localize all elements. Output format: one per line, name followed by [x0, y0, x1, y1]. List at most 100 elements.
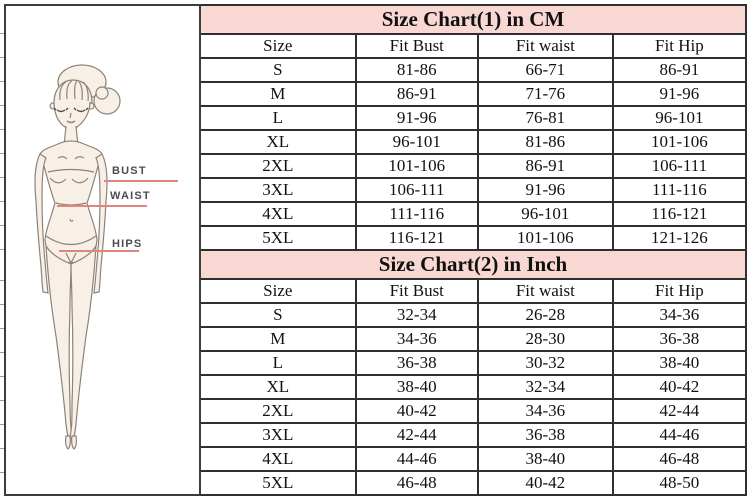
row-line-tick [0, 304, 4, 305]
column-header: Fit waist [476, 278, 614, 304]
measurement-cell: 101-106 [476, 225, 614, 251]
size-cell: XL [199, 129, 357, 155]
measurement-cell: 46-48 [611, 446, 748, 472]
row-line-tick [0, 328, 4, 329]
measurement-cell: 38-40 [611, 350, 748, 376]
size-row: S 81-86 66-71 86-91 [199, 57, 748, 83]
measurement-cell: 40-42 [476, 470, 614, 496]
size-cell: M [199, 326, 357, 352]
size-cell: XL [199, 374, 357, 400]
column-header: Fit Bust [354, 33, 479, 59]
size-row: 2XL 40-42 34-36 42-44 [199, 398, 748, 424]
column-header: Fit Hip [611, 33, 748, 59]
measurement-cell: 32-34 [476, 374, 614, 400]
measurement-cell: 76-81 [476, 105, 614, 131]
size-row: 2XL 101-106 86-91 106-111 [199, 153, 748, 179]
measurement-cell: 36-38 [476, 422, 614, 448]
measurement-cell: 40-42 [611, 374, 748, 400]
measurement-cell: 36-38 [354, 350, 479, 376]
measurement-cell: 96-101 [354, 129, 479, 155]
size-row: 5XL 46-48 40-42 48-50 [199, 470, 748, 496]
row-line-tick [0, 81, 4, 82]
measurement-cell: 44-46 [354, 446, 479, 472]
row-line-tick [0, 105, 4, 106]
size-cell: 4XL [199, 201, 357, 227]
measurement-cell: 116-121 [611, 201, 748, 227]
size-cell: 5XL [199, 470, 357, 496]
size-cell: 5XL [199, 225, 357, 251]
measurement-cell: 111-116 [354, 201, 479, 227]
row-line-tick [0, 352, 4, 353]
size-cell: S [199, 57, 357, 83]
measurement-cell: 91-96 [476, 177, 614, 203]
measurement-cell: 91-96 [611, 81, 748, 107]
measurement-cell: 38-40 [354, 374, 479, 400]
header-row: Size Fit Bust Fit waist Fit Hip [199, 278, 748, 304]
size-cell: 2XL [199, 153, 357, 179]
measurement-cell: 38-40 [476, 446, 614, 472]
measurement-cell: 42-44 [354, 422, 479, 448]
measurement-cell: 106-111 [611, 153, 748, 179]
row-line-tick [0, 225, 4, 226]
row-line-tick [0, 280, 4, 281]
measurement-cell: 46-48 [354, 470, 479, 496]
hips-label: HIPS [112, 238, 143, 250]
measurement-cell: 111-116 [611, 177, 748, 203]
hips-measure-line [59, 250, 139, 252]
header-row: Size Fit Bust Fit waist Fit Hip [199, 33, 748, 59]
size-row: XL 38-40 32-34 40-42 [199, 374, 748, 400]
row-line-tick [0, 57, 4, 58]
measurement-cell: 101-106 [354, 153, 479, 179]
measurement-cell: 86-91 [476, 153, 614, 179]
size-cell: L [199, 105, 357, 131]
size-cell: 3XL [199, 422, 357, 448]
measurement-cell: 26-28 [476, 302, 614, 328]
size-row: 5XL 116-121 101-106 121-126 [199, 225, 748, 251]
measurement-cell: 81-86 [476, 129, 614, 155]
waist-measure-line [57, 205, 147, 207]
measurement-cell: 34-36 [476, 398, 614, 424]
measurement-cell: 121-126 [611, 225, 748, 251]
size-tables: Size Chart(1) in CM Size Fit Bust Fit waist… [199, 4, 748, 496]
measurement-cell: 96-101 [611, 105, 748, 131]
size-row: M 86-91 71-76 91-96 [199, 81, 748, 107]
measurement-cell: 30-32 [476, 350, 614, 376]
measurement-cell: 48-50 [611, 470, 748, 496]
row-line-tick [0, 448, 4, 449]
size-row: XL 96-101 81-86 101-106 [199, 129, 748, 155]
measurement-cell: 101-106 [611, 129, 748, 155]
row-line-tick [0, 376, 4, 377]
figure-panel: BUST WAIST HIPS [4, 4, 201, 496]
measurement-cell: 71-76 [476, 81, 614, 107]
measurement-cell: 34-36 [354, 326, 479, 352]
woman-figure-illustration [34, 64, 121, 450]
measurement-cell: 28-30 [476, 326, 614, 352]
column-header: Size [199, 278, 357, 304]
measurement-cell: 66-71 [476, 57, 614, 83]
column-header: Fit Bust [354, 278, 479, 304]
size-cell: S [199, 302, 357, 328]
row-line-tick [0, 153, 4, 154]
size-cell: L [199, 350, 357, 376]
size-row: 3XL 42-44 36-38 44-46 [199, 422, 748, 448]
column-header: Fit waist [476, 33, 614, 59]
measurement-cell: 81-86 [354, 57, 479, 83]
column-header: Fit Hip [611, 278, 748, 304]
row-line-tick [0, 177, 4, 178]
row-line-tick [0, 424, 4, 425]
row-line-tick [0, 201, 4, 202]
measurement-cell: 96-101 [476, 201, 614, 227]
row-line-tick [0, 249, 4, 250]
measurement-cell: 91-96 [354, 105, 479, 131]
measurement-cell: 32-34 [354, 302, 479, 328]
table-title: Size Chart(1) in CM [199, 4, 747, 35]
size-cell: 2XL [199, 398, 357, 424]
row-line-tick [0, 472, 4, 473]
row-line-tick [0, 400, 4, 401]
size-chart-table: Size Chart(1) in CM Size Fit Bust Fit waist… [199, 4, 748, 496]
size-row: 3XL 106-111 91-96 111-116 [199, 177, 748, 203]
size-row: 4XL 111-116 96-101 116-121 [199, 201, 748, 227]
bust-measure-line [104, 180, 178, 182]
row-line-tick [0, 129, 4, 130]
